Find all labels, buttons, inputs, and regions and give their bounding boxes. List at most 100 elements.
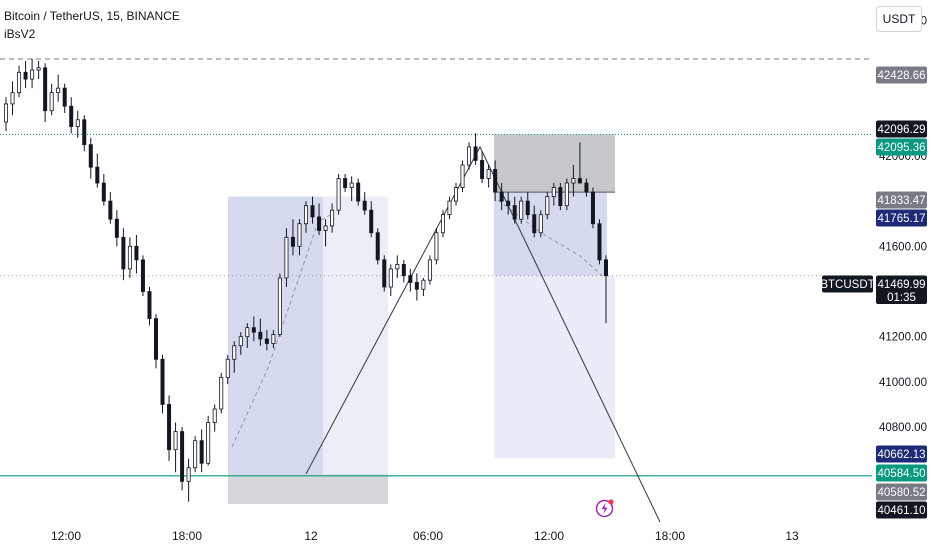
- candle-body: [473, 146, 478, 161]
- candle-body: [467, 146, 472, 166]
- price-badge-label: 40584.50: [878, 468, 926, 480]
- price-badge-symbol: [822, 275, 873, 293]
- candle-body: [395, 263, 400, 270]
- candle-body: [349, 182, 354, 188]
- candle-body: [43, 67, 48, 112]
- candle-body: [290, 236, 295, 247]
- candle-body: [408, 275, 413, 283]
- candle-body: [75, 119, 80, 127]
- price-badge-label: 42428.66: [878, 70, 926, 82]
- candle-body: [317, 216, 322, 231]
- indicator-label[interactable]: iBsV2: [4, 27, 36, 41]
- price-badge-label: 41469.99: [878, 279, 926, 291]
- candle-body: [173, 431, 178, 451]
- trend-line: [305, 145, 661, 523]
- candle-body: [17, 71, 22, 94]
- x-axis-tick: 18:00: [655, 529, 685, 543]
- candle-body: [10, 92, 15, 105]
- candle-body: [134, 245, 139, 261]
- candle-body: [362, 200, 367, 211]
- candle-body: [453, 187, 458, 202]
- x-axis-tick: 12:00: [534, 529, 564, 543]
- bolt-icon[interactable]: [595, 498, 615, 518]
- candle-body: [219, 376, 224, 410]
- candle-body: [69, 105, 74, 127]
- price-badge-level: [876, 483, 927, 501]
- candle-body: [225, 358, 230, 378]
- price-badge-level: [876, 66, 927, 84]
- candle-body: [447, 200, 452, 216]
- candle-body: [4, 103, 9, 123]
- candle-body: [590, 191, 595, 225]
- candle-body: [421, 279, 426, 290]
- candle-body: [414, 282, 419, 290]
- candle-body: [297, 223, 302, 247]
- price-badge-level: [876, 120, 927, 138]
- price-badge-level: [876, 501, 927, 519]
- price-badge-level: [876, 209, 927, 227]
- candle-body: [584, 182, 589, 193]
- candle-body: [258, 331, 263, 340]
- candle-body: [388, 268, 393, 288]
- candle-body: [525, 200, 530, 216]
- price-badge-label: 41833.47: [878, 195, 926, 207]
- currency-button[interactable]: USDT: [876, 6, 922, 32]
- candle-body: [56, 87, 61, 94]
- candle-body: [127, 245, 132, 270]
- projection-path: [231, 214, 331, 448]
- x-axis-tick: 12: [304, 529, 318, 543]
- price-badge-last: [876, 275, 927, 293]
- candle-body: [206, 422, 211, 464]
- candle-body: [212, 408, 217, 423]
- candle-body: [193, 440, 198, 469]
- candle-body: [62, 87, 67, 107]
- candle-body: [238, 336, 243, 347]
- candle-body: [356, 182, 361, 202]
- candle-body: [499, 191, 504, 202]
- candle-body: [199, 440, 204, 464]
- candle-body: [545, 196, 550, 216]
- short-stop-zone: [494, 134, 615, 193]
- candle-body: [577, 178, 582, 184]
- candle-body: [343, 178, 348, 188]
- candle-body: [538, 214, 543, 234]
- candle-body: [597, 223, 602, 261]
- candle-body: [440, 214, 445, 234]
- candle-body: [167, 404, 172, 451]
- price-badge-label: BTCUSDT: [820, 279, 874, 291]
- y-axis-tick: 41000.00: [879, 377, 927, 389]
- candle-body: [519, 200, 524, 220]
- candle-body: [245, 327, 250, 338]
- price-badge-level: [876, 191, 927, 209]
- candle-body: [480, 160, 485, 179]
- candle-body: [571, 178, 576, 184]
- candle-body: [30, 69, 35, 80]
- candle-body: [375, 232, 380, 261]
- candle-body: [310, 205, 315, 218]
- candle-body: [506, 200, 511, 207]
- candle-body: [82, 119, 87, 146]
- candle-body: [551, 187, 556, 197]
- price-badge-countdown: [876, 290, 927, 304]
- candle-body: [493, 169, 498, 193]
- candle-body: [277, 277, 282, 335]
- candle-body: [114, 218, 119, 238]
- short-position-zone: [494, 192, 607, 276]
- candle-body: [303, 205, 308, 225]
- candle-body: [49, 92, 54, 112]
- price-badge-label: 40662.13: [878, 449, 926, 461]
- y-axis-tick: 40800.00: [879, 422, 927, 434]
- candle-body: [369, 209, 374, 234]
- candle-body: [160, 358, 165, 405]
- x-axis-tick: 12:00: [51, 529, 81, 543]
- x-axis-tick: 18:00: [172, 529, 202, 543]
- price-badge-label: 01:35: [887, 292, 916, 304]
- candle-body: [532, 214, 537, 234]
- candle-body: [140, 259, 145, 292]
- price-badge-level: [876, 464, 927, 482]
- long-stop-zone: [228, 474, 388, 504]
- x-axis-tick: 13: [785, 529, 799, 543]
- candle-body: [382, 259, 387, 288]
- candle-body: [401, 263, 406, 277]
